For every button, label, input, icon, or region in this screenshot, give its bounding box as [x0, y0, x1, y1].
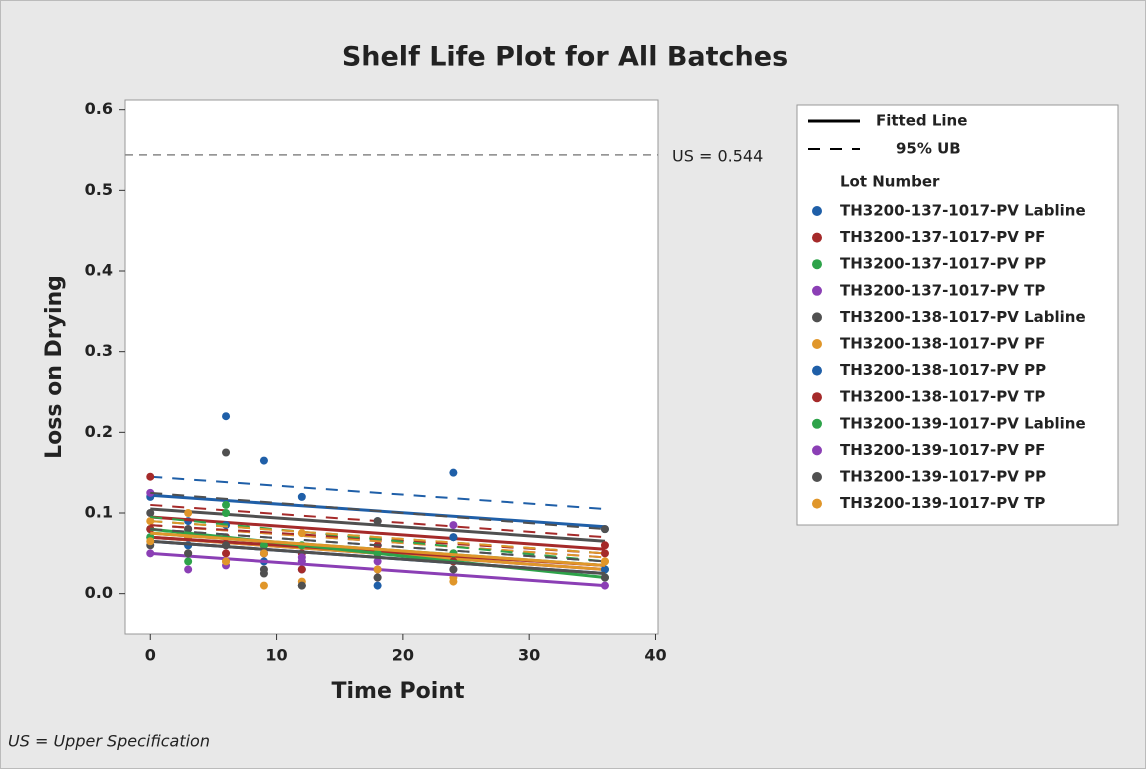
- data-point: [449, 577, 458, 586]
- data-point: [373, 581, 382, 590]
- ub-line: [150, 520, 606, 555]
- data-point: [600, 541, 609, 550]
- data-point: [146, 472, 155, 481]
- x-tick-label: 30: [518, 646, 540, 665]
- data-point: [297, 492, 306, 501]
- legend-marker: [812, 339, 822, 349]
- legend-label: TH3200-138-1017-PV PP: [840, 361, 1046, 379]
- data-point: [373, 517, 382, 526]
- data-point: [259, 549, 268, 558]
- data-point: [259, 569, 268, 578]
- data-point: [600, 573, 609, 582]
- legend-label: TH3200-139-1017-PV PP: [840, 468, 1046, 486]
- x-axis-label: Time Point: [331, 679, 464, 704]
- x-tick-label: 10: [265, 646, 287, 665]
- y-tick-label: 0.2: [85, 422, 113, 441]
- footnote: US = Upper Specification: [8, 732, 210, 751]
- legend-marker: [812, 445, 822, 456]
- data-point: [184, 549, 193, 558]
- legend-marker: [812, 418, 822, 429]
- legend-label: TH3200-139-1017-PV Labline: [840, 414, 1086, 432]
- chart-title: Shelf Life Plot for All Batches: [342, 42, 788, 73]
- data-point: [222, 541, 231, 550]
- data-point: [146, 509, 155, 518]
- data-point: [600, 557, 609, 566]
- data-point: [600, 525, 609, 534]
- y-tick-label: 0.6: [85, 99, 113, 118]
- data-point: [184, 565, 193, 574]
- legend-marker: [812, 312, 822, 323]
- data-point: [297, 581, 306, 590]
- fitted-line: [150, 531, 606, 567]
- data-point: [449, 565, 458, 574]
- x-tick-label: 0: [145, 646, 156, 665]
- data-point: [222, 509, 231, 518]
- data-point: [259, 541, 268, 550]
- data-point: [373, 549, 382, 558]
- data-point: [373, 557, 382, 566]
- data-point: [600, 581, 609, 590]
- data-point: [449, 521, 458, 530]
- legend: [796, 104, 1119, 526]
- y-tick-label: 0.5: [85, 180, 113, 199]
- ub-line: [150, 528, 606, 563]
- y-tick-label: 0.3: [85, 341, 113, 360]
- data-point: [184, 525, 193, 534]
- y-tick-label: 0.1: [85, 503, 113, 522]
- data-point: [222, 549, 231, 558]
- legend-label: TH3200-138-1017-PV TP: [840, 388, 1045, 406]
- ub-line: [150, 491, 606, 531]
- legend-label: TH3200-138-1017-PV Labline: [840, 308, 1086, 326]
- ub-line: [150, 475, 606, 510]
- ub-line: [150, 516, 606, 563]
- y-axis-label: Loss on Drying: [42, 275, 67, 459]
- data-point: [373, 565, 382, 574]
- legend-label: TH3200-139-1017-PV TP: [840, 494, 1045, 512]
- y-tick-label: 0.4: [85, 261, 113, 280]
- legend-label: TH3200-137-1017-PV Labline: [840, 202, 1086, 220]
- data-point: [259, 581, 268, 590]
- legend-marker: [812, 392, 822, 403]
- data-point: [297, 557, 306, 566]
- legend-marker: [812, 206, 822, 216]
- data-point: [259, 456, 268, 465]
- data-point: [222, 448, 231, 457]
- data-point: [373, 573, 382, 582]
- reference-label: US = 0.544: [672, 146, 763, 165]
- legend-marker: [812, 472, 822, 482]
- legend-marker: [812, 285, 822, 296]
- legend-marker: [812, 232, 822, 243]
- legend-label: TH3200-137-1017-PV PP: [840, 255, 1046, 273]
- legend-title: Lot Number: [840, 173, 940, 191]
- data-point: [600, 565, 609, 574]
- x-tick-label: 20: [392, 646, 414, 665]
- legend-label: TH3200-138-1017-PV PF: [840, 335, 1045, 353]
- legend-marker: [812, 365, 822, 376]
- data-point: [449, 468, 458, 477]
- data-point: [184, 509, 193, 518]
- legend-label: TH3200-137-1017-PV TP: [840, 281, 1045, 299]
- data-point: [297, 565, 306, 574]
- data-point: [222, 412, 231, 421]
- y-tick-label: 0.0: [85, 583, 113, 602]
- data-point: [146, 537, 155, 546]
- data-point: [600, 549, 609, 558]
- data-point: [184, 557, 193, 566]
- legend-label: TH3200-137-1017-PV PF: [840, 228, 1045, 246]
- data-point: [146, 549, 155, 558]
- data-point: [222, 557, 231, 566]
- legend-marker: [812, 498, 822, 509]
- data-point: [449, 533, 458, 542]
- data-point: [297, 529, 306, 538]
- legend-marker: [812, 259, 822, 270]
- legend-ub: 95% UB: [896, 140, 961, 158]
- x-tick-label: 40: [644, 646, 666, 665]
- legend-label: TH3200-139-1017-PV PF: [840, 441, 1045, 459]
- data-point: [222, 500, 231, 509]
- legend-fit: Fitted Line: [876, 112, 967, 130]
